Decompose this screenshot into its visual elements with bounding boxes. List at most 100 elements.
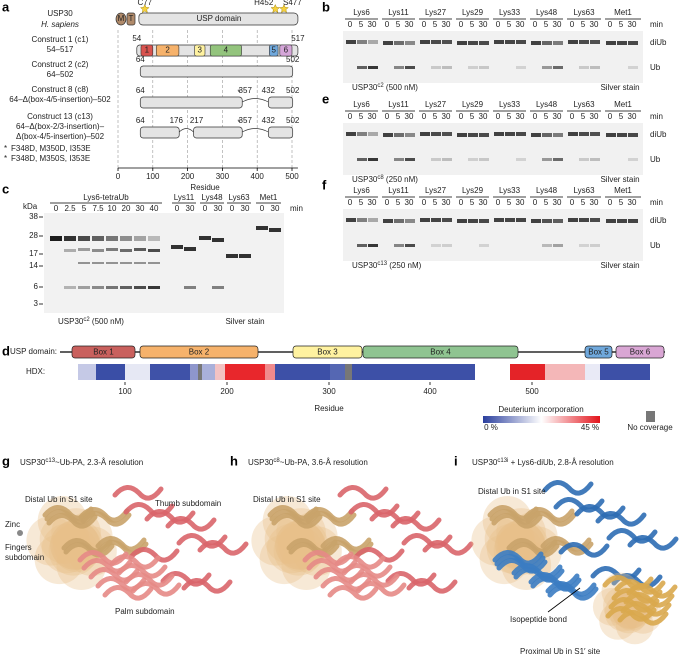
group-label: Lys48 xyxy=(536,186,558,195)
time-label: 30 xyxy=(186,204,195,213)
ubiquitin-surface xyxy=(277,522,327,573)
box xyxy=(584,345,613,359)
axis-tick-label: 300 xyxy=(216,172,230,181)
residue-label: 217 xyxy=(190,116,204,125)
protein-ribbon xyxy=(95,576,147,592)
gel-band xyxy=(357,158,367,161)
time-label: 30 xyxy=(553,198,562,207)
residue-label: 357 xyxy=(239,86,253,95)
gel-band xyxy=(442,66,452,69)
site-star xyxy=(270,3,281,14)
band-label: Ub xyxy=(650,63,661,72)
axis-tick-label: 200 xyxy=(220,387,234,396)
box-label: Box 4 xyxy=(430,348,451,357)
gel-band xyxy=(106,262,118,264)
hdx-segment xyxy=(125,364,150,380)
panel-label: a xyxy=(2,0,10,14)
stain-label: Silver stain xyxy=(600,261,639,270)
gel-band xyxy=(394,66,404,69)
residue-label: 432 xyxy=(262,116,276,125)
panel-label: f xyxy=(322,177,327,192)
gel-band xyxy=(568,40,578,44)
time-label: 30 xyxy=(590,198,599,207)
gel-band xyxy=(531,133,541,137)
time-label: 30 xyxy=(368,112,377,121)
construct-bar xyxy=(193,126,243,139)
gel-band xyxy=(505,132,515,136)
gel-band xyxy=(542,133,552,137)
gel-band xyxy=(479,41,489,45)
usp-domain xyxy=(138,12,299,26)
time-label: 0 xyxy=(496,112,501,121)
gel-band xyxy=(628,66,638,69)
time-label: 30 xyxy=(479,20,488,29)
gel xyxy=(343,123,643,175)
domain-t xyxy=(126,12,136,26)
protein-ribbon xyxy=(306,558,358,574)
gel-band xyxy=(468,133,478,137)
gel-band xyxy=(394,41,404,45)
ubiquitin-ribbon xyxy=(46,513,98,529)
time-label: 0 xyxy=(260,204,265,213)
time-label: 30 xyxy=(553,112,562,121)
ladder-label: 17 xyxy=(29,249,38,258)
hdx-segment xyxy=(215,364,225,380)
gel-band xyxy=(553,219,563,223)
gel-band xyxy=(531,41,541,45)
label-base: USP30 xyxy=(472,458,498,467)
hdx-segment xyxy=(78,364,96,380)
gel-band xyxy=(606,41,616,45)
label-base: USP30 xyxy=(248,458,274,467)
gel-band xyxy=(368,66,378,69)
group-label: Met1 xyxy=(260,193,278,202)
gel-band xyxy=(346,218,356,222)
gel-band xyxy=(394,158,404,161)
structure-label: Zinc xyxy=(5,520,20,529)
gel-band xyxy=(368,244,378,247)
band-label: Ub xyxy=(650,241,661,250)
deletion-link xyxy=(242,128,269,133)
ubiquitin-ribbon xyxy=(508,542,560,558)
time-label: 30 xyxy=(368,20,377,29)
band-label: diUb xyxy=(650,216,667,225)
protein-ribbon xyxy=(606,528,658,544)
time-label: 30 xyxy=(590,20,599,29)
ladder-label: 6 xyxy=(34,282,39,291)
protein-ribbon xyxy=(337,485,389,501)
enzyme-label: USP30c8 (250 nM) xyxy=(352,175,418,185)
time-label: 5 xyxy=(359,20,364,29)
site-star xyxy=(279,3,289,14)
construct-bar xyxy=(139,65,294,78)
construct-bar xyxy=(267,96,294,109)
box-label: 5 xyxy=(272,46,277,55)
unit-label: min xyxy=(650,20,663,29)
construct-range: 64–502 xyxy=(47,70,74,79)
time-label: 30 xyxy=(405,112,414,121)
time-label: 5 xyxy=(82,204,87,213)
residue-label: 54 xyxy=(132,34,141,43)
time-label: 5 xyxy=(507,20,512,29)
time-label: 0 xyxy=(570,112,575,121)
time-label: 5 xyxy=(619,20,624,29)
time-label: 0 xyxy=(203,204,208,213)
ladder-label: 3 xyxy=(34,299,39,308)
gel-band xyxy=(92,262,104,264)
ubiquitin-ribbon xyxy=(271,513,323,529)
box-label: Box 3 xyxy=(317,348,338,357)
gel-band xyxy=(420,40,430,44)
time-label: 0 xyxy=(348,20,353,29)
gel-band xyxy=(405,66,415,69)
protein-ribbon xyxy=(320,576,372,592)
gel-band xyxy=(542,41,552,45)
protein-ribbon xyxy=(102,585,154,601)
panel-label: d xyxy=(2,343,10,358)
gel-band xyxy=(431,158,441,161)
time-label: 0 xyxy=(608,20,613,29)
site-label: C77 xyxy=(137,0,152,7)
time-label: 5 xyxy=(544,198,549,207)
hdx-segment xyxy=(225,364,265,380)
gel-band xyxy=(531,219,541,223)
time-label: 30 xyxy=(516,198,525,207)
ubiquitin-surface xyxy=(251,516,301,566)
box xyxy=(139,345,259,359)
